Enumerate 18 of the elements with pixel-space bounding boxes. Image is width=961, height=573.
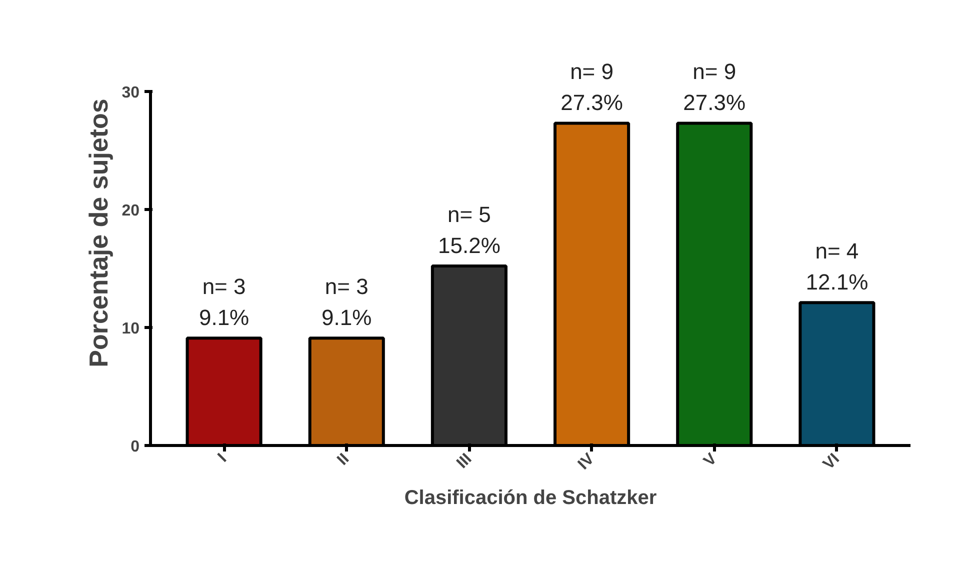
data-label: n= 4 12.1% [806, 238, 868, 295]
x-tick-label: IV [575, 450, 598, 474]
y-tick-label: 10 [122, 320, 140, 338]
data-label: n= 9 27.3% [560, 58, 623, 116]
x-tick-label: III [454, 450, 476, 472]
y-tick-label: 20 [122, 202, 140, 220]
data-label: n= 3 9.1% [198, 274, 250, 330]
y-tick-label: 0 [130, 438, 140, 456]
x-tick-label: II [334, 450, 353, 469]
x-tick-label: VI [820, 450, 843, 474]
x-axis-title: Clasificación de Schatzker [404, 487, 657, 510]
y-axis-title: Porcentaje de sujetos [84, 98, 114, 368]
data-label: n= 3 9.1% [322, 274, 372, 330]
x-tick-label: I [214, 450, 230, 466]
x-tick-label: V [700, 450, 721, 470]
y-tick-label: 30 [122, 84, 140, 102]
data-label: n= 5 15.2% [438, 202, 500, 258]
data-label: n= 9 27.3% [683, 58, 746, 116]
